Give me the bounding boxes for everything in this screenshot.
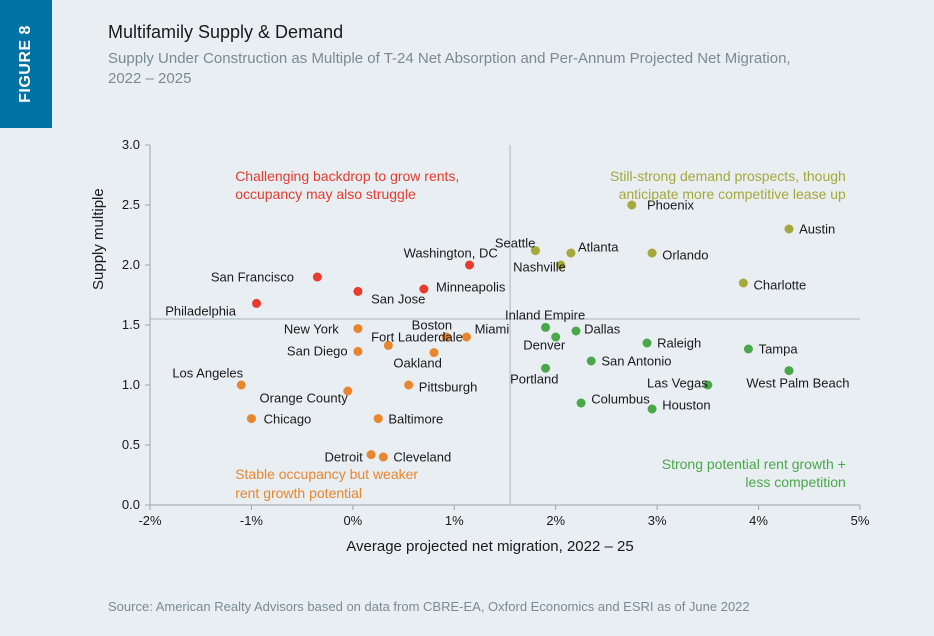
svg-text:5%: 5% [851,513,870,528]
svg-text:-2%: -2% [138,513,162,528]
scatter-chart: Supply multiple 0.00.51.01.52.02.53.0-2%… [90,120,890,550]
plot-area: 0.00.51.01.52.02.53.0-2%-1%0%1%2%3%4%5% [150,145,860,505]
svg-text:2%: 2% [546,513,565,528]
svg-text:0.0: 0.0 [122,497,140,512]
chart-source: Source: American Realty Advisors based o… [108,599,750,614]
svg-text:-1%: -1% [240,513,264,528]
y-axis-title: Supply multiple [90,188,107,290]
svg-text:4%: 4% [749,513,768,528]
x-axis-title: Average projected net migration, 2022 – … [90,538,890,555]
chart-title: Multifamily Supply & Demand [108,22,894,43]
chart-subtitle: Supply Under Construction as Multiple of… [108,49,828,90]
svg-text:1.5: 1.5 [122,317,140,332]
svg-text:2.5: 2.5 [122,197,140,212]
chart-header: Multifamily Supply & Demand Supply Under… [108,22,894,90]
svg-text:3%: 3% [648,513,667,528]
figure-tab-label: FIGURE 8 [17,25,35,103]
svg-text:2.0: 2.0 [122,257,140,272]
svg-text:1%: 1% [445,513,464,528]
svg-text:0%: 0% [343,513,362,528]
svg-text:0.5: 0.5 [122,437,140,452]
svg-text:1.0: 1.0 [122,377,140,392]
figure-tab: FIGURE 8 [0,0,52,128]
svg-text:3.0: 3.0 [122,137,140,152]
